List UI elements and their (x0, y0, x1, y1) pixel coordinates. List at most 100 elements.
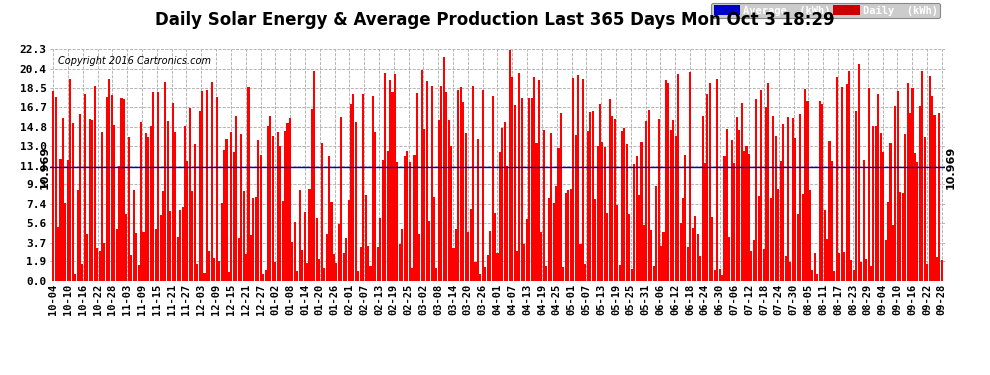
Bar (236, 116, 238, 281)
Bar (939, 113, 940, 281)
Bar (336, 263, 338, 281)
Bar (94, 86, 96, 281)
Bar (902, 193, 904, 281)
Bar (926, 264, 929, 281)
Bar (245, 255, 248, 281)
Text: 10.969: 10.969 (945, 145, 955, 189)
Bar (934, 115, 936, 281)
Bar (574, 135, 576, 281)
Bar (406, 151, 408, 281)
Bar (455, 229, 457, 281)
Bar (174, 132, 176, 281)
Bar (354, 122, 357, 281)
Bar (929, 76, 931, 281)
Bar (69, 79, 71, 281)
Bar (729, 237, 731, 281)
Bar (359, 247, 361, 281)
Bar (57, 227, 59, 281)
Bar (59, 159, 61, 281)
Bar (249, 235, 251, 281)
Bar (499, 152, 501, 281)
Bar (550, 133, 552, 281)
Bar (880, 133, 882, 281)
Bar (76, 190, 78, 281)
Bar (489, 231, 491, 281)
Bar (123, 99, 125, 281)
Bar (389, 80, 391, 281)
Bar (797, 214, 799, 281)
Bar (699, 256, 701, 281)
Bar (716, 79, 718, 281)
Bar (135, 233, 138, 281)
Bar (218, 261, 220, 281)
Bar (452, 248, 454, 281)
Bar (936, 257, 938, 281)
Bar (587, 130, 589, 281)
Bar (660, 246, 662, 281)
Bar (621, 131, 623, 281)
Bar (162, 191, 164, 281)
Bar (89, 119, 91, 281)
Bar (301, 250, 303, 281)
Bar (919, 106, 921, 281)
Bar (816, 274, 819, 281)
Bar (131, 255, 133, 281)
Bar (638, 195, 641, 281)
Bar (169, 211, 171, 281)
Bar (474, 262, 476, 281)
Bar (472, 86, 474, 281)
Bar (807, 101, 809, 281)
Bar (384, 74, 386, 281)
Bar (316, 219, 318, 281)
Bar (870, 266, 872, 281)
Bar (309, 189, 311, 281)
Bar (836, 77, 838, 281)
Bar (211, 82, 213, 281)
Bar (616, 205, 618, 281)
Bar (321, 142, 323, 281)
Bar (855, 111, 857, 281)
Bar (826, 239, 828, 281)
Bar (186, 161, 188, 281)
Bar (843, 252, 845, 281)
Bar (629, 214, 631, 281)
Bar (399, 244, 401, 281)
Bar (784, 256, 787, 281)
Bar (511, 77, 513, 281)
Bar (126, 214, 128, 281)
Bar (839, 254, 841, 281)
Bar (213, 258, 215, 281)
Bar (423, 129, 426, 281)
Bar (714, 270, 716, 281)
Bar (604, 147, 606, 281)
Bar (875, 126, 877, 281)
Bar (369, 266, 371, 281)
Bar (221, 203, 223, 281)
Bar (831, 161, 833, 281)
Bar (812, 270, 814, 281)
Bar (914, 153, 916, 281)
Bar (248, 87, 249, 281)
Bar (492, 96, 494, 281)
Bar (882, 152, 884, 281)
Bar (462, 102, 464, 281)
Bar (848, 71, 850, 281)
Bar (199, 111, 201, 281)
Bar (897, 91, 899, 281)
Bar (692, 228, 694, 281)
Bar (71, 123, 73, 281)
Bar (529, 98, 531, 281)
Bar (672, 120, 674, 281)
Bar (755, 99, 757, 281)
Bar (504, 122, 506, 281)
Bar (152, 92, 154, 281)
Bar (238, 237, 240, 281)
Bar (524, 244, 526, 281)
Bar (516, 251, 518, 281)
Bar (804, 89, 806, 281)
Bar (562, 267, 564, 281)
Bar (414, 155, 416, 281)
Bar (331, 202, 333, 281)
Bar (409, 162, 411, 281)
Bar (924, 137, 926, 281)
